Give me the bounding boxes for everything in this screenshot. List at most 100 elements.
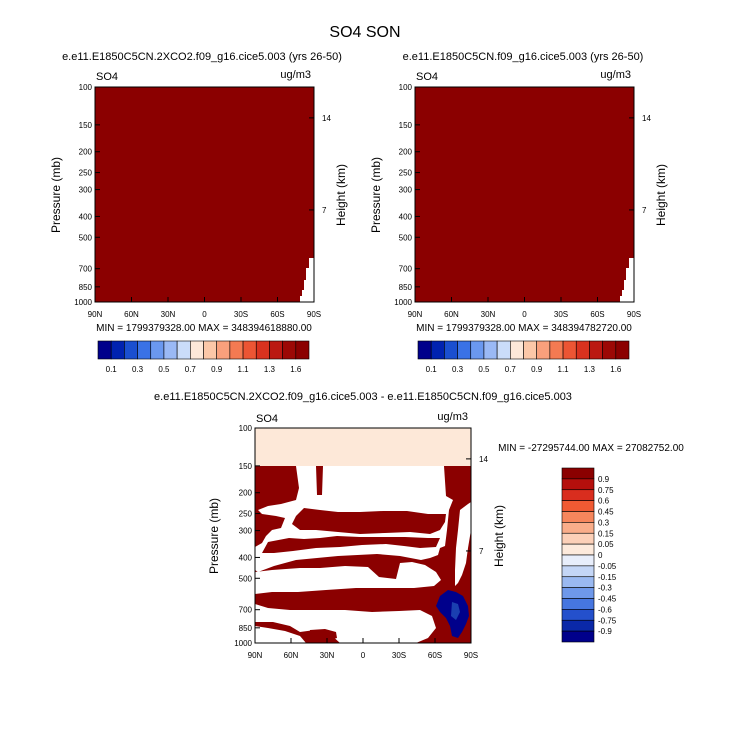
colorbar-swatch (483, 340, 498, 360)
colorbar-label: 1.1 (238, 365, 250, 374)
panel-diff: e.e11.E1850C5CN.2XCO2.f09_g16.cice5.003 … (154, 391, 684, 660)
x-tick-label: 90N (408, 310, 423, 319)
colorbar-swatch (589, 340, 603, 360)
panel-left: e.e11.E1850C5CN.2XCO2.f09_g16.cice5.003 … (49, 51, 348, 374)
colorbar-swatch (510, 340, 524, 360)
panel-left-x-axis: 90N 60N 30N 0 30S 60S 90S (88, 297, 321, 319)
colorbar-swatch (561, 478, 595, 491)
colorbar-label: 0.75 (598, 486, 614, 495)
height-tick-label: 14 (322, 114, 331, 123)
colorbar-label: 1.3 (584, 365, 596, 374)
colorbar-label: -0.45 (598, 595, 617, 604)
x-tick-label: 60N (284, 651, 299, 660)
panel-left-minmax: MIN = 1799379328.00 MAX = 348394618880.0… (96, 323, 312, 334)
colorbar-swatch (561, 609, 595, 621)
height-tick-label: 7 (642, 206, 647, 215)
panel-left-ylabel: Pressure (mb) (49, 157, 63, 233)
colorbar-swatch (203, 340, 217, 360)
panel-right-minmax: MIN = 1799379328.00 MAX = 348394782720.0… (416, 323, 632, 334)
y-tick-label: 1000 (394, 298, 412, 307)
diff-positive-band-low (256, 594, 434, 606)
panel-diff-height-axis: 14 7 (466, 455, 488, 556)
height-tick-label: 14 (642, 114, 651, 123)
y-tick-label: 400 (79, 212, 93, 221)
colorbar-label: 0.1 (106, 365, 118, 374)
colorbar-swatch (561, 630, 595, 643)
y-tick-label: 400 (399, 212, 413, 221)
y-tick-label: 100 (239, 424, 253, 433)
colorbar-swatch (163, 340, 178, 360)
x-tick-label: 30S (554, 310, 568, 319)
x-tick-label: 60N (444, 310, 459, 319)
colorbar-swatch (561, 467, 595, 480)
y-tick-label: 300 (399, 186, 413, 195)
panel-right-field (415, 87, 634, 302)
colorbar-label: 1.6 (610, 365, 622, 374)
panel-left-edge-gap (300, 258, 314, 302)
y-tick-label: 700 (399, 265, 413, 274)
colorbar-swatch (561, 565, 595, 578)
x-tick-label: 90S (627, 310, 641, 319)
colorbar-label: 0.3 (452, 365, 464, 374)
panel-left-height-axis: 14 7 (309, 114, 331, 215)
x-tick-label: 60S (270, 310, 284, 319)
colorbar-swatch (561, 532, 595, 545)
colorbar-swatch (444, 340, 458, 360)
panel-right-corner-label: SO4 (416, 71, 438, 83)
colorbar-label: 0.05 (598, 540, 614, 549)
panel-diff-y-axis: 100 150 200 250 300 400 500 700 850 1000 (234, 424, 260, 648)
colorbar-label: 0.3 (132, 365, 144, 374)
colorbar-swatch (176, 340, 191, 360)
colorbar-label: 0.9 (211, 365, 223, 374)
x-tick-label: 90N (248, 651, 263, 660)
panel-diff-field (254, 427, 472, 644)
colorbar-swatch (229, 340, 244, 360)
colorbar-label: 0.1 (426, 365, 438, 374)
colorbar-swatch (615, 340, 630, 360)
height-tick-label: 7 (479, 547, 484, 556)
colorbar-swatch (216, 340, 231, 360)
colorbar-swatch (295, 340, 310, 360)
panel-left-colorbar: 0.1 0.3 0.5 0.7 0.9 1.1 1.3 1.6 (97, 340, 310, 374)
y-tick-label: 500 (79, 233, 93, 242)
height-tick-label: 7 (322, 206, 327, 215)
colorbar-swatch (470, 340, 485, 360)
panel-left-units: ug/m3 (280, 69, 311, 81)
y-tick-label: 250 (399, 169, 413, 178)
y-tick-label: 700 (239, 606, 253, 615)
colorbar-swatch (110, 340, 125, 360)
diff-stratosphere-band (255, 428, 471, 466)
panel-right-height-axis: 14 7 (629, 114, 651, 215)
colorbar-swatch (523, 340, 537, 360)
colorbar-swatch (575, 340, 590, 360)
colorbar-swatch (137, 340, 152, 360)
x-tick-label: 30N (320, 651, 335, 660)
colorbar-label: -0.75 (598, 616, 617, 625)
colorbar-swatch (150, 340, 165, 360)
diff-positive-band-mid (292, 508, 446, 534)
page-title: SO4 SON (329, 24, 400, 41)
colorbar-swatch (561, 576, 595, 588)
colorbar-swatch (255, 340, 270, 360)
panel-diff-corner-label: SO4 (256, 413, 278, 425)
y-tick-label: 850 (79, 283, 93, 292)
diff-neutral-right-column (455, 502, 471, 586)
y-tick-label: 200 (79, 148, 93, 157)
panel-diff-ylabel: Pressure (mb) (207, 498, 221, 574)
panel-diff-title: e.e11.E1850C5CN.2XCO2.f09_g16.cice5.003 … (154, 391, 572, 403)
y-tick-label: 250 (239, 510, 253, 519)
colorbar-swatch (562, 340, 577, 360)
panel-right-edge-gap (620, 258, 634, 302)
panel-diff-ylabel-right: Height (km) (492, 505, 506, 567)
panel-diff-units: ug/m3 (437, 411, 468, 423)
y-tick-label: 400 (239, 553, 253, 562)
diff-negative-patch (451, 602, 460, 620)
panel-right: e.e11.E1850C5CN.f09_g16.cice5.003 (yrs 2… (369, 51, 668, 374)
colorbar-swatch (561, 500, 595, 512)
colorbar-label: 0.5 (478, 365, 490, 374)
y-tick-label: 100 (79, 83, 93, 92)
panel-left-field (95, 87, 314, 302)
diff-positive-tongue (262, 536, 440, 553)
panel-right-ylabel-right: Height (km) (654, 164, 668, 226)
